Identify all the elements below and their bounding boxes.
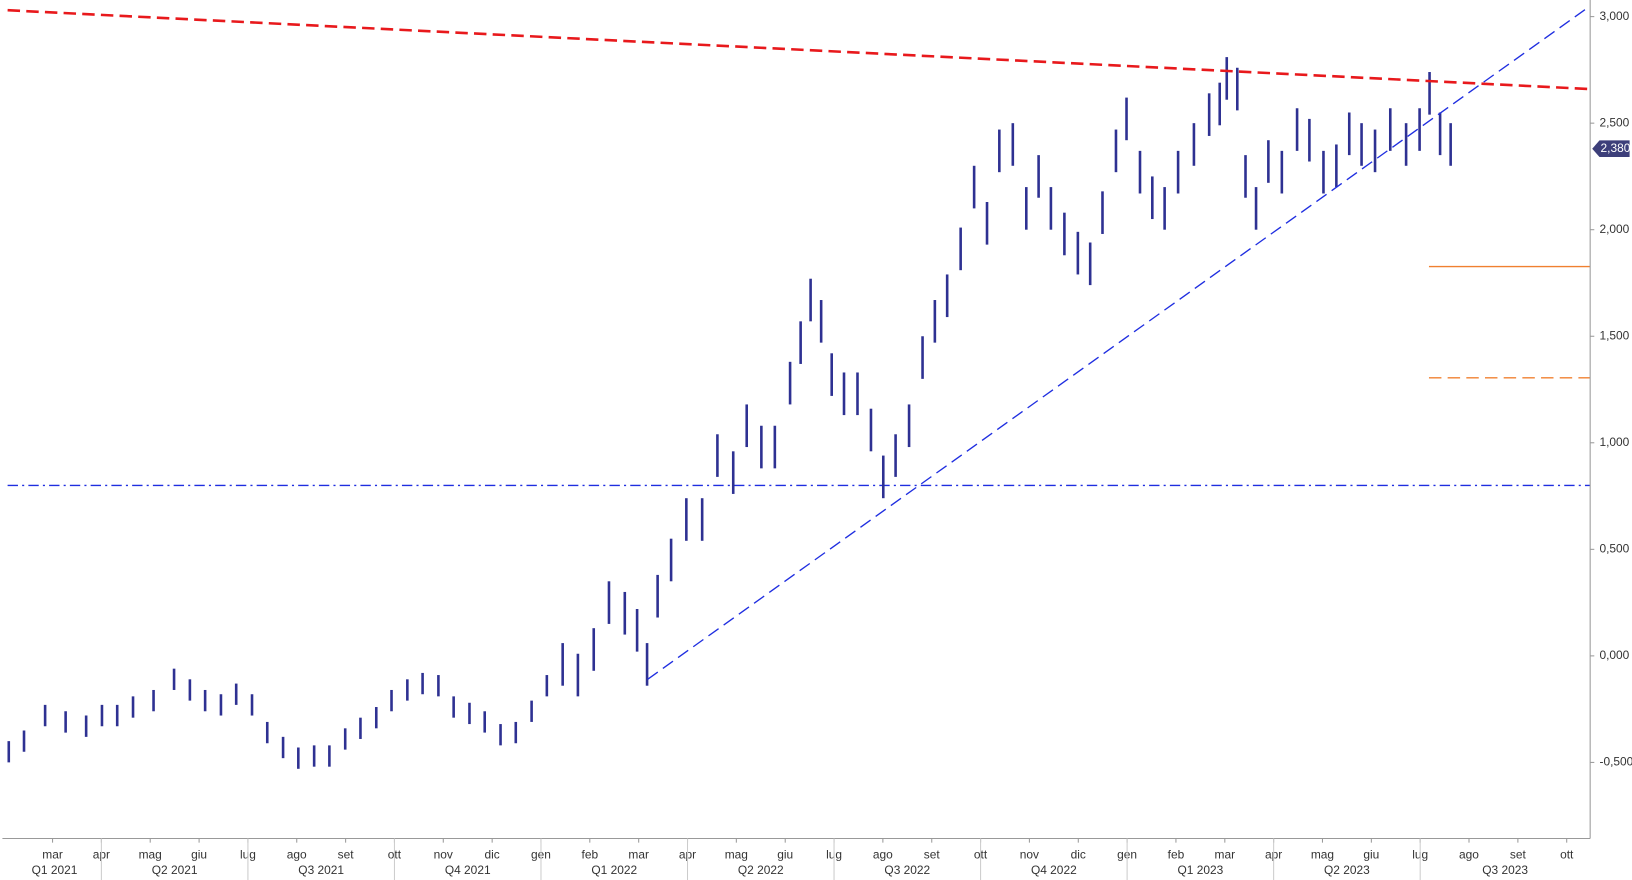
quarter-label: Q4 2021 bbox=[445, 863, 491, 877]
y-tick-label: 2,500 bbox=[1599, 115, 1629, 129]
quarter-label: Q2 2021 bbox=[152, 863, 198, 877]
x-tick-label: mar bbox=[1215, 847, 1236, 861]
quarter-label: Q1 2022 bbox=[591, 863, 637, 877]
x-tick-label: ott bbox=[1560, 847, 1574, 861]
x-tick-label: mag bbox=[725, 847, 748, 861]
x-tick-label: set bbox=[924, 847, 941, 861]
x-tick-label: giu bbox=[777, 847, 793, 861]
x-tick-label: giu bbox=[191, 847, 207, 861]
y-tick-label: 2,000 bbox=[1599, 222, 1629, 236]
x-tick-label: feb bbox=[582, 847, 599, 861]
quarter-label: Q3 2023 bbox=[1482, 863, 1528, 877]
y-tick-label: 1,500 bbox=[1599, 328, 1629, 342]
x-tick-label: feb bbox=[1168, 847, 1185, 861]
x-tick-label: mar bbox=[42, 847, 63, 861]
quarter-label: Q4 2022 bbox=[1031, 863, 1077, 877]
quarter-label: Q2 2022 bbox=[738, 863, 784, 877]
y-tick-label: 0,000 bbox=[1599, 648, 1629, 662]
quarter-label: Q1 2021 bbox=[32, 863, 78, 877]
trendline bbox=[647, 7, 1588, 680]
x-tick-label: dic bbox=[485, 847, 500, 861]
x-tick-label: ago bbox=[1459, 847, 1479, 861]
y-tick-label: 1,000 bbox=[1599, 435, 1629, 449]
y-tick-label: 0,500 bbox=[1599, 541, 1629, 555]
x-tick-label: mag bbox=[139, 847, 162, 861]
quarter-label: Q3 2021 bbox=[298, 863, 344, 877]
x-tick-label: mag bbox=[1311, 847, 1334, 861]
x-tick-label: nov bbox=[434, 847, 453, 861]
x-tick-label: mar bbox=[628, 847, 649, 861]
y-tick-label: -0,500 bbox=[1599, 755, 1632, 769]
x-tick-label: giu bbox=[1363, 847, 1379, 861]
x-tick-label: dic bbox=[1071, 847, 1086, 861]
last-price-label: 2,380 bbox=[1601, 141, 1631, 155]
plot-area bbox=[7, 7, 1591, 769]
x-tick-label: ago bbox=[873, 847, 893, 861]
x-tick-label: set bbox=[1510, 847, 1527, 861]
x-tick-label: nov bbox=[1020, 847, 1039, 861]
y-tick-label: 3,000 bbox=[1599, 9, 1629, 23]
quarter-label: Q3 2022 bbox=[884, 863, 930, 877]
quarter-label: Q2 2023 bbox=[1324, 863, 1370, 877]
last-price-tag bbox=[1592, 140, 1630, 158]
quarter-label: Q1 2023 bbox=[1178, 863, 1224, 877]
x-tick-label: set bbox=[338, 847, 355, 861]
trendline bbox=[7, 8, 1591, 91]
x-tick-label: ago bbox=[287, 847, 307, 861]
